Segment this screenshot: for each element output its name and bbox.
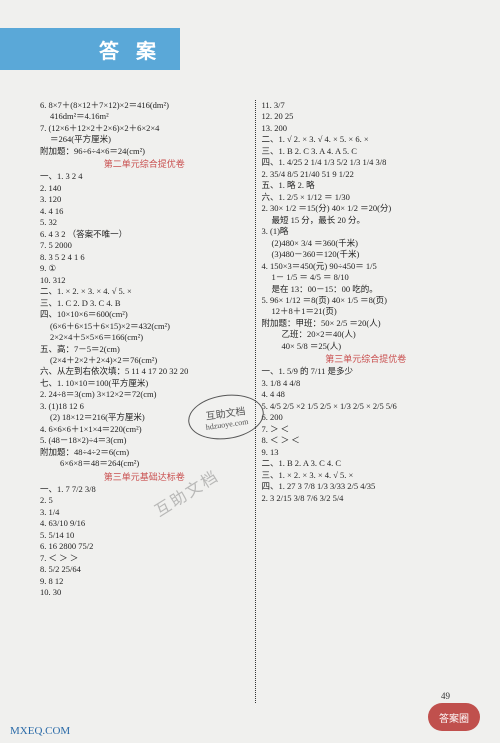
text-line: 2. 35/4 8/5 21/40 51 9 1/22 [262, 169, 471, 180]
text-line: 2. 5 [40, 495, 249, 506]
text-line: 6. 16 2800 75/2 [40, 541, 249, 552]
header-title: 答 案 [99, 35, 162, 64]
text-line: 三、1. × 2. × 3. × 4. √ 5. × [262, 470, 471, 481]
text-line: 3. (1)18 12 6 [40, 401, 249, 412]
text-line: 5. 96× 1/12 ＝8(页) 40× 1/5 ＝8(页) [262, 295, 471, 306]
text-line: (2) 18×12＝216(平方厘米) [40, 412, 249, 423]
text-line: 四、1. 27 3 7/8 1/3 3/33 2/5 4/35 [262, 481, 471, 492]
text-line: 三、1. C 2. D 3. C 4. B [40, 298, 249, 309]
text-line: 附加题：48÷4÷2＝6(cm) [40, 447, 249, 458]
text-line: 3. 120 [40, 194, 249, 205]
text-line: 416dm²＝4.16m² [40, 111, 249, 122]
text-line: 2. 30× 1/2 ＝15(分) 40× 1/2 ＝20(分) [262, 203, 471, 214]
text-line: 一、1. 7 7/2 3/8 [40, 484, 249, 495]
text-line: 9. 13 [262, 447, 471, 458]
section-title: 第二单元综合提优卷 [40, 158, 249, 170]
text-line: 附加题：甲班：50× 2/5 ＝20(人) [262, 318, 471, 329]
text-line: 5. 5/14 10 [40, 530, 249, 541]
text-line: (2×4＋2×2＋2×4)×2＝76(cm²) [40, 355, 249, 366]
section-title: 第三单元基础达标卷 [40, 471, 249, 483]
text-line: 2×2×4＋5×5×6＝166(cm²) [40, 332, 249, 343]
right-column: 11. 3/7 12. 20 25 13. 200 二、1. √ 2. × 3.… [256, 100, 471, 703]
text-line: 4. 150×3＝450(元) 90÷450＝ 1/5 [262, 261, 471, 272]
text-line: 5. 4/5 2/5 ×2 1/5 2/5 × 1/3 2/5 × 2/5 5/… [262, 401, 471, 412]
text-line: 4. 6×6×6＋1×1×4＝220(cm²) [40, 424, 249, 435]
text-line: 七、1. 10×10＝100(平方厘米) [40, 378, 249, 389]
text-line: (3)480－360＝120(千米) [262, 249, 471, 260]
text-line: 7. ＜ ＞ ＞ [40, 553, 249, 564]
text-line: 5. 32 [40, 217, 249, 228]
page: 答 案 6. 8×7＋(8×12＋7×12)×2＝416(dm²) 416dm²… [0, 0, 500, 743]
text-line: 四、1. 4/25 2 1/4 1/3 5/2 1/3 1/4 3/8 [262, 157, 471, 168]
section-title: 第三单元综合提优卷 [262, 353, 471, 365]
text-line: 2. 140 [40, 183, 249, 194]
text-line: 7. ＞ ＜ [262, 424, 471, 435]
header-band: 答 案 [0, 28, 180, 70]
text-line: 9. ① [40, 263, 249, 274]
text-line: 12. 20 25 [262, 111, 471, 122]
text-line: 8. 3 5 2 4 1 6 [40, 252, 249, 263]
text-line: 7. (12×6＋12×2＋2×6)×2＋6×2×4 [40, 123, 249, 134]
text-line: 4. 4 16 [40, 206, 249, 217]
text-line: 40× 5/8 ＝25(人) [262, 341, 471, 352]
text-line: 12＋8＋1＝21(页) [262, 306, 471, 317]
text-line: 三、1. B 2. C 3. A 4. A 5. C [262, 146, 471, 157]
text-line: 3. (1)略 [262, 226, 471, 237]
text-line: 一、1. 3 2 4 [40, 171, 249, 182]
text-line: 9. 8 12 [40, 576, 249, 587]
text-line: (2)480× 3/4 ＝360(千米) [262, 238, 471, 249]
text-line: 乙班：20×2＝40(人) [262, 329, 471, 340]
text-line: 六、1. 2/5 × 1/12 ＝ 1/30 [262, 192, 471, 203]
text-line: 6. 8×7＋(8×12＋7×12)×2＝416(dm²) [40, 100, 249, 111]
text-line: 4. 4 48 [262, 389, 471, 400]
text-line: 6. 200 [262, 412, 471, 423]
text-line: 附加题：96÷6÷4×6＝24(cm²) [40, 146, 249, 157]
text-line: 四、10×10×6＝600(cm²) [40, 309, 249, 320]
text-line: 二、1. B 2. A 3. C 4. C [262, 458, 471, 469]
text-line: 10. 30 [40, 587, 249, 598]
text-line: 五、1. 略 2. 略 [262, 180, 471, 191]
text-line: ＝264(平方厘米) [40, 134, 249, 145]
text-line: 二、1. √ 2. × 3. √ 4. × 5. × 6. × [262, 134, 471, 145]
text-line: 1－ 1/5 ＝ 4/5 ＝ 8/10 [262, 272, 471, 283]
text-line: 是在 13：00－15：00 吃的。 [262, 284, 471, 295]
left-column: 6. 8×7＋(8×12＋7×12)×2＝416(dm²) 416dm²＝4.1… [40, 100, 255, 703]
text-line: 3. 1/4 [40, 507, 249, 518]
text-line: 8. ＜ ＞ ＜ [262, 435, 471, 446]
text-line: 五、高：7－5＝2(cm) [40, 344, 249, 355]
text-line: 5. (48－18×2)÷4＝3(cm) [40, 435, 249, 446]
text-line: (6×6＋6×15＋6×15)×2＝432(cm²) [40, 321, 249, 332]
page-number: 49 [441, 691, 450, 701]
text-line: 6×6×8＝48＝264(cm²) [40, 458, 249, 469]
text-line: 一、1. 5/9 的 7/11 是多少 [262, 366, 471, 377]
footer-right-badge: 答案圈 [428, 703, 480, 731]
text-line: 6. 4 3 2 （答案不唯一） [40, 229, 249, 240]
text-line: 六、从左到右依次填：5 11 4 17 20 32 20 [40, 366, 249, 377]
text-line: 4. 63/10 9/16 [40, 518, 249, 529]
text-line: 13. 200 [262, 123, 471, 134]
content-area: 6. 8×7＋(8×12＋7×12)×2＝416(dm²) 416dm²＝4.1… [40, 100, 470, 703]
text-line: 2. 3 2/15 3/8 7/6 3/2 5/4 [262, 493, 471, 504]
text-line: 11. 3/7 [262, 100, 471, 111]
footer-left-logo: MXEQ.COM [10, 725, 70, 737]
text-line: 2. 24÷8＝3(cm) 3×12×2＝72(cm) [40, 389, 249, 400]
text-line: 10. 312 [40, 275, 249, 286]
text-line: 3. 1/8 4 4/8 [262, 378, 471, 389]
text-line: 8. 5/2 25/64 [40, 564, 249, 575]
text-line: 二、1. × 2. × 3. × 4. √ 5. × [40, 286, 249, 297]
text-line: 最短 15 分，最长 20 分。 [262, 215, 471, 226]
text-line: 7. 5 2000 [40, 240, 249, 251]
